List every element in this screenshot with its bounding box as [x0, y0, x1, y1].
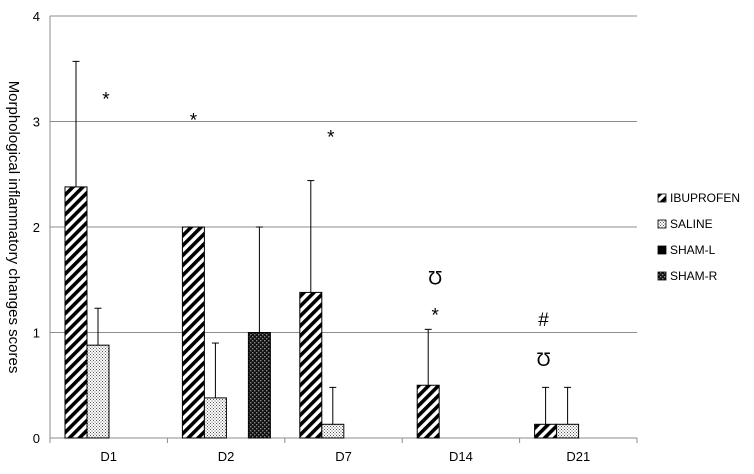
x-tick-label: D1	[100, 449, 117, 464]
bar-ibuprofen-d1	[64, 186, 88, 439]
y-tick-label: 3	[33, 115, 40, 130]
y-tick-label: 4	[33, 9, 40, 24]
annotation: *	[190, 110, 198, 131]
x-tick-label: D2	[218, 449, 235, 464]
bar-saline-d1	[86, 344, 110, 439]
y-tick-label: 0	[33, 431, 40, 446]
bar-ibuprofen-d7	[299, 291, 323, 439]
bar-ibuprofen-d21	[534, 423, 558, 439]
legend-swatch-sham-r	[657, 271, 667, 281]
bars	[64, 186, 580, 439]
error-bars	[72, 60, 572, 425]
x-tick-label: D21	[566, 449, 590, 464]
y-tick-label: 2	[33, 220, 40, 235]
tick-labels: 0 1 2 3 4 D1 D2 D7 D14 D21	[33, 9, 590, 464]
legend-swatch-ibuprofen	[657, 193, 667, 203]
annotation: Ʊ	[536, 350, 550, 371]
bar-saline-d21	[556, 423, 580, 439]
legend-swatch-saline	[657, 219, 667, 229]
y-tick-label: 1	[33, 326, 40, 341]
annotations: * * * Ʊ * # Ʊ	[102, 89, 550, 371]
bar-ibuprofen-d2	[181, 226, 205, 439]
legend-swatch-sham-l	[657, 245, 667, 255]
gridlines	[50, 15, 637, 333]
annotation: *	[431, 306, 439, 327]
bar-ibuprofen-d14	[416, 384, 440, 439]
bar-saline-d2	[203, 397, 227, 439]
legend-label-sham-l: SHAM-L	[670, 243, 716, 257]
bar-saline-d7	[321, 423, 345, 439]
bar-sham-r-d2	[247, 332, 271, 439]
legend-label-saline: SALINE	[670, 217, 713, 231]
annotation: #	[538, 310, 549, 331]
legend: IBUPROFEN SALINE SHAM-L SHAM-R	[657, 191, 740, 283]
x-tick-label: D7	[335, 449, 352, 464]
legend-label-sham-r: SHAM-R	[670, 269, 718, 283]
annotation: *	[102, 89, 110, 110]
legend-label-ibuprofen: IBUPROFEN	[670, 191, 740, 205]
y-axis-label: Morphological inflammatory changes score…	[5, 81, 22, 374]
annotation: *	[327, 127, 335, 148]
axes	[49, 16, 638, 443]
x-tick-label: D14	[449, 449, 473, 464]
annotation: Ʊ	[428, 269, 442, 290]
